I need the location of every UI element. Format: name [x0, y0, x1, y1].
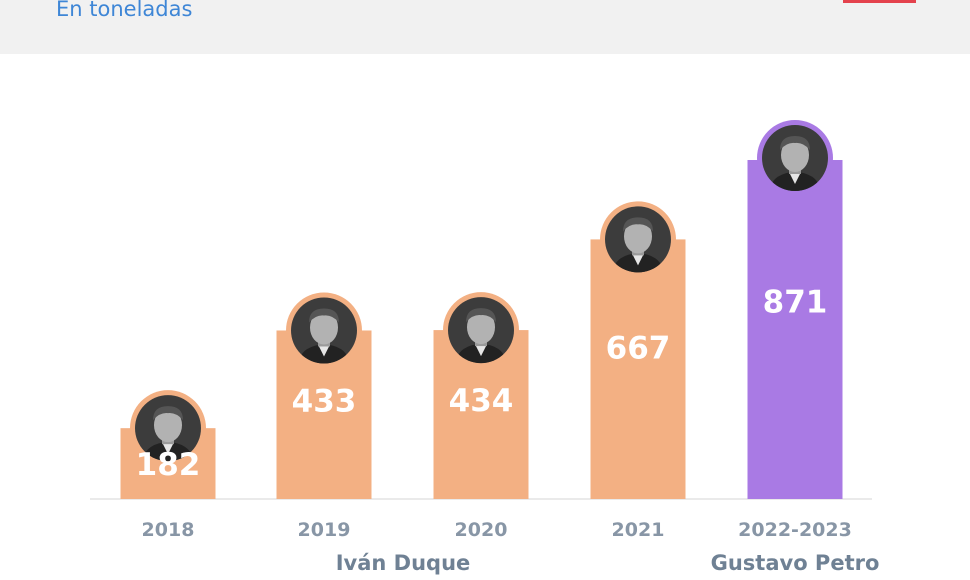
president-label: Gustavo Petro	[711, 551, 880, 575]
bar-2022-2023	[747, 160, 843, 499]
x-tick-label: 2020	[455, 519, 508, 541]
x-tick-label: 2019	[298, 519, 351, 541]
value-label: 182	[136, 447, 201, 483]
header-band: En toneladas	[0, 0, 970, 54]
portrait-icon	[286, 292, 362, 369]
portrait-icon	[757, 120, 833, 196]
portrait-icon	[443, 292, 519, 369]
value-label: 434	[449, 383, 514, 419]
value-label: 667	[606, 330, 671, 366]
value-label: 433	[292, 383, 357, 419]
x-tick-label: 2021	[612, 519, 665, 541]
portrait-icon	[600, 201, 676, 278]
bar-2021	[590, 239, 686, 500]
president-label: Iván Duque	[336, 551, 471, 575]
x-tick-label: 2018	[142, 519, 195, 541]
value-label: 871	[763, 284, 828, 320]
x-tick-label: 2022-2023	[738, 519, 852, 541]
red-tag	[843, 0, 916, 3]
portrait-icon	[130, 390, 206, 467]
chart-subtitle: En toneladas	[56, 0, 193, 21]
